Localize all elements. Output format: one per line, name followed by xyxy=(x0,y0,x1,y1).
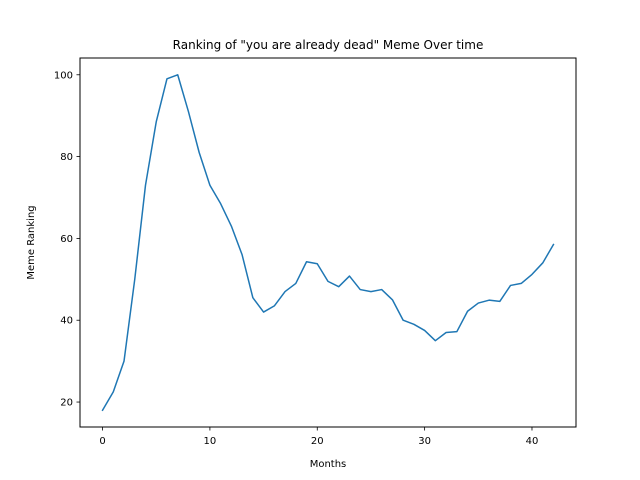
y-tick-label: 20 xyxy=(60,398,73,409)
y-tick-label: 40 xyxy=(60,316,73,327)
series-line xyxy=(101,74,555,412)
x-axis-label: Months xyxy=(310,459,347,470)
y-axis: 20 40 60 80 100 xyxy=(54,70,80,409)
y-tick-label: 60 xyxy=(60,234,73,245)
y-axis-label: Meme Ranking xyxy=(26,205,37,279)
x-tick-label: 30 xyxy=(418,436,431,447)
y-tick-label: 100 xyxy=(54,70,73,81)
x-axis: 0 10 20 30 40 xyxy=(99,427,538,447)
x-tick-label: 20 xyxy=(311,436,324,447)
chart-title: Ranking of "you are already dead" Meme O… xyxy=(173,38,484,52)
y-tick-label: 80 xyxy=(60,152,73,163)
x-tick-label: 10 xyxy=(204,436,217,447)
x-tick-label: 0 xyxy=(99,436,105,447)
plot-layer xyxy=(101,74,555,412)
x-tick-label: 40 xyxy=(526,436,539,447)
axes-frame xyxy=(79,57,577,428)
